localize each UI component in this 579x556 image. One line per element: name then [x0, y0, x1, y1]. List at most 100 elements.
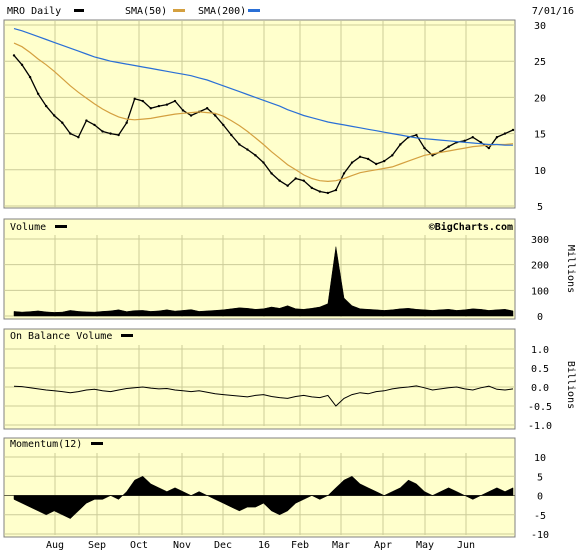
price-point [189, 114, 193, 117]
price-point [149, 107, 153, 110]
price-tick-label: 5 [537, 202, 543, 213]
price-point [53, 114, 56, 117]
price-point [463, 139, 466, 143]
volume-tick-label: 200 [531, 261, 549, 272]
price-point [12, 54, 16, 57]
price-point [125, 121, 128, 124]
price-tick-label: 10 [534, 166, 546, 177]
price-point [141, 99, 144, 103]
price-point [85, 119, 88, 122]
price-point [173, 99, 177, 103]
price-point [318, 190, 322, 193]
price-point [391, 154, 394, 157]
price-point [358, 155, 362, 158]
price-point [342, 172, 346, 175]
price-point [495, 136, 499, 139]
x-tick-label: Feb [291, 540, 309, 551]
volume-label: Volume [10, 222, 46, 233]
price-point [230, 133, 233, 137]
price-point [334, 188, 338, 192]
momentum-panel [3, 437, 516, 538]
momentum-tick-label: -5 [534, 511, 546, 522]
x-tick-label: 16 [258, 540, 270, 551]
obv-label: On Balance Volume [10, 331, 112, 342]
price-point [302, 179, 305, 182]
price-point [181, 109, 185, 112]
x-tick-label: Jun [457, 540, 475, 551]
obv-tick-label: 0.5 [531, 364, 549, 375]
series-line-sma-200- [13, 28, 513, 146]
price-point [350, 161, 354, 164]
obv-panel [3, 328, 516, 430]
x-tick-label: Dec [214, 540, 232, 551]
momentum-tick-label: -10 [531, 530, 549, 541]
momentum-label: Momentum(12) [10, 439, 82, 450]
sma50-swatch [173, 9, 185, 12]
price-point [270, 172, 273, 175]
price-point [286, 184, 289, 187]
price-point [294, 177, 297, 180]
series-line-on-balance-volume [13, 385, 514, 407]
obv-unit: Billions [565, 361, 576, 409]
x-tick-label: Nov [173, 540, 191, 551]
sma50-label: SMA(50) [125, 6, 167, 17]
x-tick-label: Sep [88, 540, 106, 551]
price-point [222, 123, 225, 127]
price-point [69, 132, 72, 135]
obv-tick-label: -1.0 [528, 421, 552, 432]
price-point [117, 133, 120, 137]
price-point [238, 143, 241, 146]
price-point [326, 191, 330, 195]
price-point [61, 121, 64, 124]
x-tick-label: Apr [374, 540, 392, 551]
chart-date: 7/01/16 [532, 6, 574, 17]
price-point [262, 161, 265, 164]
price-point [503, 132, 507, 135]
series-area-volume [13, 246, 514, 317]
price-point [254, 154, 257, 157]
ticker-label: MRO Daily [7, 6, 61, 17]
price-panel [3, 19, 516, 209]
price-tick-label: 25 [534, 57, 546, 68]
momentum-tick-label: 10 [534, 453, 546, 464]
x-tick-label: Oct [130, 540, 148, 551]
volume-tick-label: 300 [531, 235, 549, 246]
obv-swatch [121, 334, 133, 337]
price-point [36, 92, 40, 95]
price-point [415, 133, 418, 137]
volume-panel [3, 218, 516, 320]
price-point [109, 132, 112, 135]
momentum-tick-label: 0 [537, 492, 543, 503]
copyright-label: ©BigCharts.com [429, 221, 513, 233]
x-tick-label: Aug [46, 540, 64, 551]
obv-tick-label: 1.0 [531, 345, 549, 356]
x-tick-label: May [416, 540, 434, 551]
price-point [157, 104, 161, 108]
price-point [383, 159, 386, 163]
obv-tick-label: -0.5 [528, 402, 552, 413]
price-point [246, 148, 249, 151]
volume-tick-label: 0 [537, 312, 543, 323]
price-point [310, 186, 313, 190]
price-point [374, 162, 378, 166]
price-point [133, 97, 136, 101]
sma200-swatch [248, 9, 260, 12]
ticker-swatch [74, 9, 84, 12]
momentum-tick-label: 5 [537, 472, 543, 483]
price-point [20, 63, 24, 67]
price-point [77, 136, 80, 139]
price-point [423, 146, 426, 150]
volume-unit: Millions [565, 245, 576, 293]
price-point [165, 103, 169, 106]
price-point [431, 154, 434, 157]
price-tick-label: 15 [534, 130, 546, 141]
price-point [214, 114, 217, 117]
price-point [511, 128, 515, 132]
price-point [93, 123, 96, 127]
volume-swatch [55, 225, 67, 228]
series-line-sma-50- [13, 42, 514, 183]
price-tick-label: 20 [534, 93, 546, 104]
price-point [205, 107, 209, 110]
obv-tick-label: 0.0 [531, 383, 549, 394]
